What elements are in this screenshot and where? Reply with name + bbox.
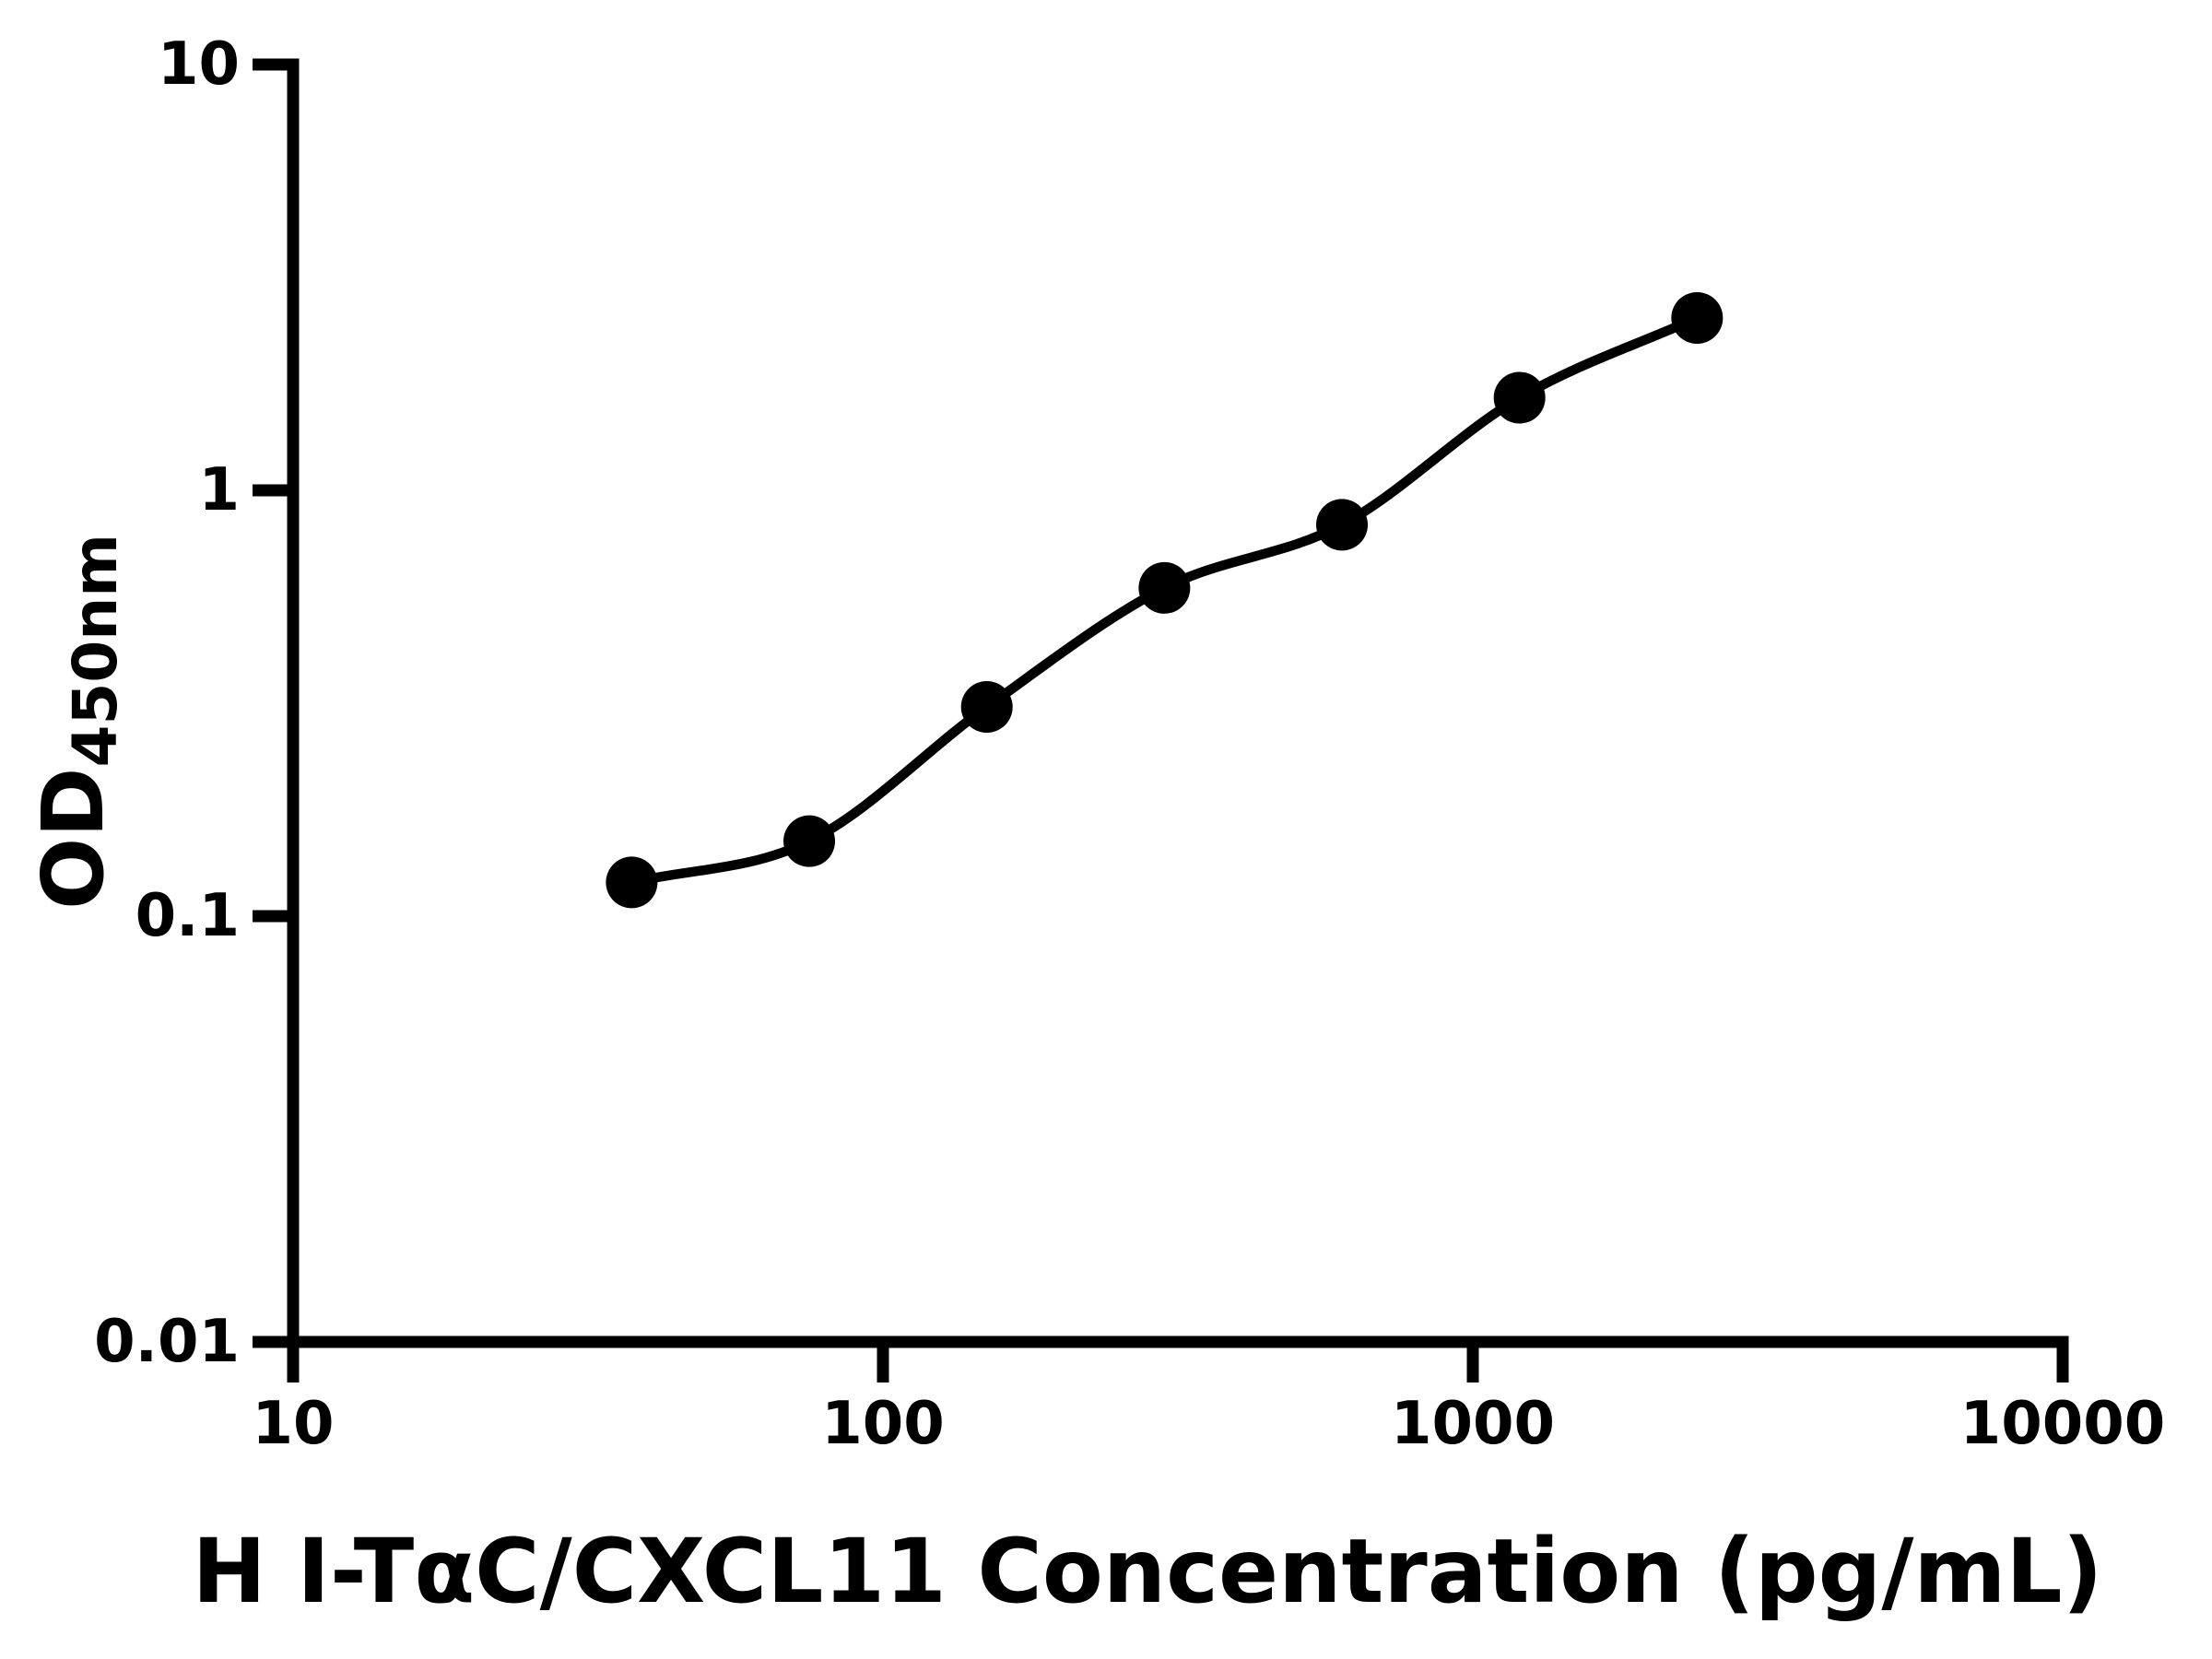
data-point [1316, 499, 1369, 551]
x-tick-label: 10000 [1959, 1390, 2166, 1458]
y-axis-title-subscript: 450nm [60, 533, 131, 768]
y-tick-label: 10 [157, 30, 240, 99]
data-point [1671, 291, 1724, 344]
x-axis-title: H I-TαC/CXCL11 Concentration (pg/mL) [192, 1520, 2103, 1623]
data-point [1493, 371, 1546, 424]
x-tick-label: 1000 [1390, 1390, 1556, 1458]
y-tick-label: 0.1 [135, 882, 240, 950]
data-point [606, 856, 658, 909]
y-tick-label: 1 [198, 456, 240, 524]
y-tick-label: 0.01 [94, 1308, 240, 1376]
x-tick-label: 100 [821, 1390, 945, 1458]
data-point [783, 815, 836, 867]
x-tick-label: 10 [252, 1390, 335, 1458]
data-point [960, 680, 1013, 733]
data-point [1138, 561, 1191, 614]
y-axis-title: OD450nm [24, 534, 131, 910]
